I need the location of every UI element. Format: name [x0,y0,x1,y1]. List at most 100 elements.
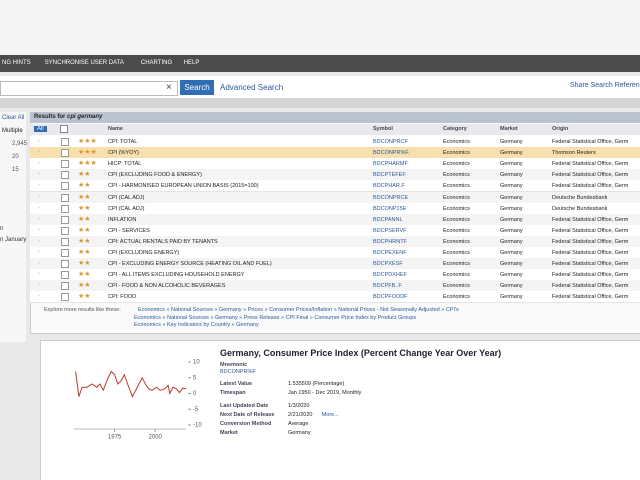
advanced-search-link[interactable]: Advanced Search [220,83,284,92]
row-checkbox[interactable] [61,271,69,280]
cell-origin: Deutsche Bundesbank [552,205,608,212]
cell-category: Economics [443,172,470,179]
row-checkbox[interactable] [61,171,69,180]
results-query: cpi germany [67,114,103,120]
explore-path[interactable]: Economics » Key Indicators by Country » … [134,321,259,328]
cell-origin: Federal Statistical Office, Germ [552,238,629,245]
rating: ★★ [78,249,91,256]
explore-path[interactable]: Economics » National Sources » Germany »… [138,306,459,313]
row-arrow: › [38,149,40,156]
facet-label: n [0,226,4,232]
cell-name: CPI (EXCLUDING FOOD & ENERGY) [108,172,202,179]
cell-symbol: BDCPFOODF [373,294,408,301]
results-header [30,112,640,123]
cell-name: CPI: ACTUAL RENTALS PAID BY TENANTS [108,238,218,245]
row-checkbox[interactable] [61,138,69,146]
more-link[interactable]: More... [321,412,339,418]
cell-category: Economics [443,150,470,157]
band [0,98,640,108]
results-label: Results for [34,114,66,120]
cell-symbol: BDCONPRCF [373,139,408,145]
cell-symbol: BDCPXESF [373,261,403,268]
search-button[interactable]: Search [180,80,214,95]
cell-symbol: BDCPEXENF [373,250,407,256]
cell-name: HICP: TOTAL [108,161,142,168]
row-arrow: › [38,293,40,300]
header-checkbox[interactable] [60,125,68,133]
cell-origin: Federal Statistical Office, Germ [552,161,629,168]
menu-item[interactable]: NG HINTS [2,60,31,66]
share-link[interactable]: Share Search Referen [570,82,640,89]
clear-icon[interactable]: × [166,82,172,93]
row-checkbox[interactable] [61,260,69,269]
row-checkbox[interactable] [61,193,69,202]
column-header: Market [500,126,518,132]
row-arrow: › [38,215,40,222]
count: 20 [12,154,19,160]
column-header: Name [108,126,123,132]
cell-origin: Federal Statistical Office, Germ [552,216,629,223]
row-arrow: › [38,237,40,244]
row-checkbox[interactable] [61,293,69,302]
count: 2,945 [12,141,28,147]
cell-symbol: BDCPHAR.F [373,183,405,190]
row-arrow: › [38,138,40,144]
cell-market: Germany [500,283,523,290]
row-checkbox[interactable] [61,182,69,191]
row-arrow: › [38,204,40,211]
x-tick-label: 2000 [148,435,162,441]
menu-item[interactable]: HELP [183,60,200,66]
row-arrow: › [38,182,40,189]
row-checkbox[interactable] [61,282,69,291]
count: 15 [12,167,19,173]
menu-item[interactable]: CHARTING [140,60,173,66]
field-label: Latest Value [220,381,253,387]
rating: ★★ [78,226,91,234]
rating: ★★ [78,293,91,301]
field-label: Mnemonic [220,362,248,368]
rating: ★★ [78,260,91,268]
row-checkbox[interactable] [61,204,69,213]
series-line [75,370,187,398]
cell-symbol: BDCPTEFEF [373,172,406,179]
column-header: Origin [552,126,569,132]
field-value: 1/3/2020 [288,403,310,409]
cell-symbol: BDCPANNL [373,216,403,223]
result-row[interactable] [30,291,640,304]
row-checkbox[interactable] [61,215,69,224]
cell-name: INFLATION [108,216,137,223]
explore-path[interactable]: Economics » National Sources » Germany »… [134,314,417,321]
cell-symbol: BDCPFB..F [373,283,402,290]
cell-name: CPI - EXCLUDING ENERGY SOURCE (HEATING O… [108,261,272,268]
row-checkbox[interactable] [61,237,69,246]
cell-origin: Federal Statistical Office, Germ [552,139,629,145]
row-checkbox[interactable] [61,160,69,169]
cell-market: Germany [500,216,523,223]
field-value: Jan 1950 - Dec 2019, Monthly [288,390,362,396]
row-checkbox[interactable] [61,149,69,158]
clear-all[interactable]: Clear All [2,115,25,121]
top-area [0,0,640,55]
cell-symbol: BDCONPRCE [373,194,409,201]
cell-name: CPI (CAL ADJ) [108,205,145,212]
row-arrow: › [38,160,40,167]
cell-origin: Federal Statistical Office, Germ [552,294,629,301]
menu-item[interactable]: SYNCHRONISE USER DATA [44,60,124,66]
rating: ★★ [78,204,91,212]
rating: ★★ [78,215,91,223]
row-checkbox[interactable] [61,226,69,235]
cell-origin: Federal Statistical Office, Germ [552,272,629,279]
cell-category: Economics [443,139,470,145]
cell-origin: Federal Statistical Office, Germ [552,227,629,234]
search-input[interactable] [0,81,178,96]
cell-symbol: BDCONPR%F [373,150,409,157]
select-all[interactable]: All [34,126,47,132]
cell-symbol: BDCPHRNTF [373,238,407,245]
row-checkbox[interactable] [61,249,69,257]
cell-market: Germany [500,194,523,201]
cell-name: CPI - ALL ITEMS EXCLUDING HOUSEHOLD ENER… [108,272,245,279]
cell-market: Germany [500,261,523,268]
preview-chart: 10 5 0 -5 -10 1975 2000 [74,360,202,441]
cell-category: Economics [443,205,470,212]
